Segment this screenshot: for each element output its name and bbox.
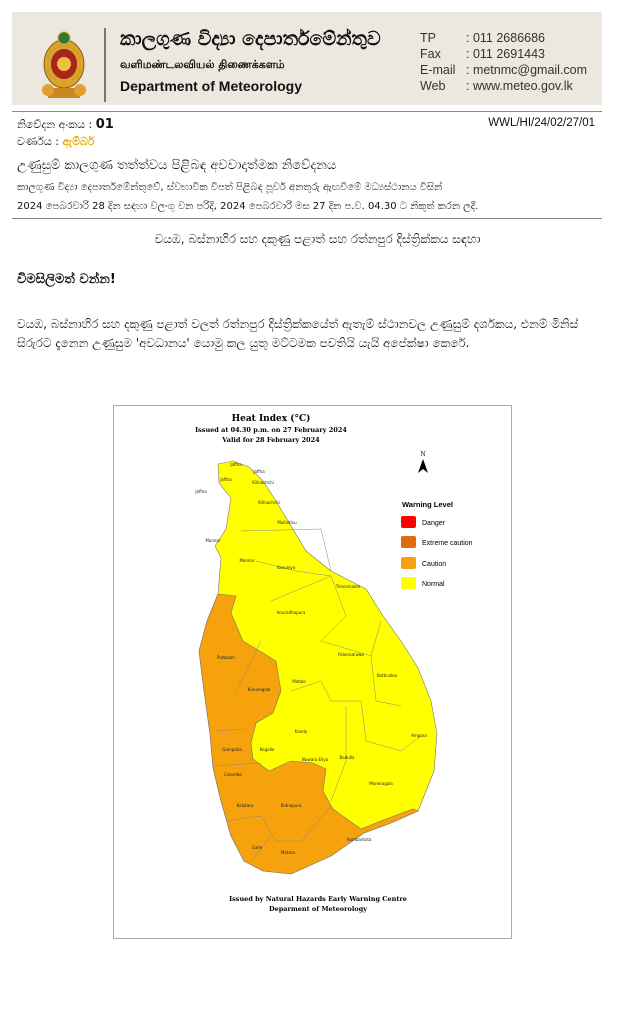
district-label: Batticaloa xyxy=(377,673,398,678)
notice-number: නිවේදන අංකය : 01 xyxy=(17,117,114,132)
legend-swatch-normal xyxy=(401,577,416,589)
district-label: Jaffna xyxy=(219,477,232,482)
district-label: Kegalle xyxy=(260,747,275,752)
north-label: N xyxy=(420,451,425,458)
district-label: Puttalam xyxy=(217,655,235,660)
website[interactable]: : www.meteo.gov.lk xyxy=(466,79,573,93)
notice-number-value: 01 xyxy=(95,117,114,132)
district-label: Galle xyxy=(252,845,263,850)
district-label: Matale xyxy=(292,679,306,684)
divider xyxy=(12,111,602,112)
map-issued: Issued at 04.30 p.m. on 27 February 2024 xyxy=(195,426,347,434)
district-label: Matara xyxy=(281,850,296,855)
national-emblem-icon xyxy=(42,31,86,98)
map-footer-department: Deparment of Meteorology xyxy=(269,905,367,913)
warning-heading: විමසිලිමත් වන්න! xyxy=(17,272,116,287)
district-label: Gampaha xyxy=(222,747,242,752)
district-label: Polonnaruwa xyxy=(338,652,364,657)
reference-number: WWL/HI/24/02/27/01 xyxy=(488,117,595,129)
district-label: Mullaitivu xyxy=(277,520,297,525)
subtitle-line: 2024 පෙබරවාරි 28 දින සඳහා වලංගු වන පරිදි… xyxy=(17,201,479,212)
notice-label: නිවේදන අංකය : xyxy=(17,118,96,131)
district-label: Vavuniya xyxy=(277,565,296,570)
subtitle-line: කාලගුණ විද්‍යා දෙපාර්තමේන්තුවේ, ස්වභාවික… xyxy=(17,182,443,193)
district-label: Kurunegala xyxy=(248,687,271,692)
divider xyxy=(104,28,106,102)
map-title: Heat Index (°C) xyxy=(232,413,311,424)
legend-label: Extreme caution xyxy=(422,540,473,547)
district-label: Badulla xyxy=(340,755,355,760)
legend-swatch-caution xyxy=(401,557,416,569)
district-label: Moneragala xyxy=(369,781,393,786)
legend-label: Danger xyxy=(422,520,446,527)
department-name-tamil: வளிமண்டலவியல் திணைக்களம் xyxy=(120,58,285,71)
map-legend: Warning Level Danger Extreme caution Cau… xyxy=(401,500,473,589)
contact-label: Web xyxy=(420,79,446,93)
legend-swatch-danger xyxy=(401,516,416,528)
district-label: Colombo xyxy=(224,772,242,777)
notice-subtitle: කාලගුණ විද්‍යා දෙපාර්තමේන්තුවේ, ස්වභාවික… xyxy=(17,178,617,216)
district-label: Jaffna xyxy=(252,469,265,474)
caution-region xyxy=(198,593,419,875)
district-label: Kilinochchi xyxy=(258,500,280,505)
district-label: Kalutara xyxy=(237,803,254,808)
district-label: Jaffna xyxy=(229,462,242,467)
district-label: Kandy xyxy=(295,729,308,734)
map-footer-issuer: Issued by Natural Hazards Early Warning … xyxy=(229,895,407,903)
legend-title: Warning Level xyxy=(402,500,453,509)
phone: : 011 2686686 xyxy=(466,31,546,45)
contact-label: Fax xyxy=(420,47,441,61)
department-name-sinhala: කාලගුණ විද්‍යා දෙපාර්තමේන්තුව xyxy=(120,28,381,50)
colour-label: වර්ණය : xyxy=(17,135,63,148)
contact-label: E-mail xyxy=(420,63,456,77)
district-label: Anuradhapura xyxy=(277,610,306,615)
district-label: Hambantota xyxy=(347,837,372,842)
email[interactable]: : metnmc@gmail.com xyxy=(466,63,588,77)
district-label: Mannar xyxy=(239,558,254,563)
department-name-english: Department of Meteorology xyxy=(120,78,303,94)
district-label: Mannar xyxy=(205,538,220,543)
map-valid: Valid for 28 February 2024 xyxy=(221,436,320,444)
notice-title: උණුසුම් කාලගුණ තත්ත්වය පිළිබඳ අවවාදාත්මක… xyxy=(17,158,337,173)
letterhead: කාලගුණ විද්‍යා දෙපාර්තමේන්තුව வளிமண்டலவி… xyxy=(12,12,602,105)
colour-code: වර්ණය : ඇම්බර් xyxy=(17,135,94,149)
district-boundaries xyxy=(212,528,422,862)
colour-value: ඇම්බර් xyxy=(62,135,95,148)
legend-label: Caution xyxy=(422,561,446,568)
district-label: Kilinochchi xyxy=(252,480,274,485)
contact-info: TP : 011 2686686 Fax : 011 2691443 E-mail:… xyxy=(420,30,587,94)
divider xyxy=(12,218,602,219)
island-map: Jaffna Jaffna Jaffna Jaffna Kilinochchi … xyxy=(194,460,438,875)
district-label: Trincomalee xyxy=(335,584,361,589)
district-label: Ampara xyxy=(411,733,427,738)
affected-areas: වයඹ, බස්නාහිර සහ දකුණු පළාත් සහ රත්නපුර … xyxy=(154,232,481,246)
north-arrow-icon: N xyxy=(418,451,428,473)
heat-index-map: Heat Index (°C) Issued at 04.30 p.m. on … xyxy=(113,405,512,939)
fax: : 011 2691443 xyxy=(466,47,546,61)
district-label: Ratnapura xyxy=(281,803,302,808)
contact-label: TP xyxy=(420,31,436,45)
legend-label: Normal xyxy=(422,581,445,588)
district-label: Nuwara Eliya xyxy=(302,757,329,762)
notice-body: වයඹ, බස්නාහිර සහ දකුණු පළාත් වලත් රත්නපු… xyxy=(17,317,579,350)
district-label: Jaffna xyxy=(194,489,207,494)
legend-swatch-extreme-caution xyxy=(401,536,416,548)
